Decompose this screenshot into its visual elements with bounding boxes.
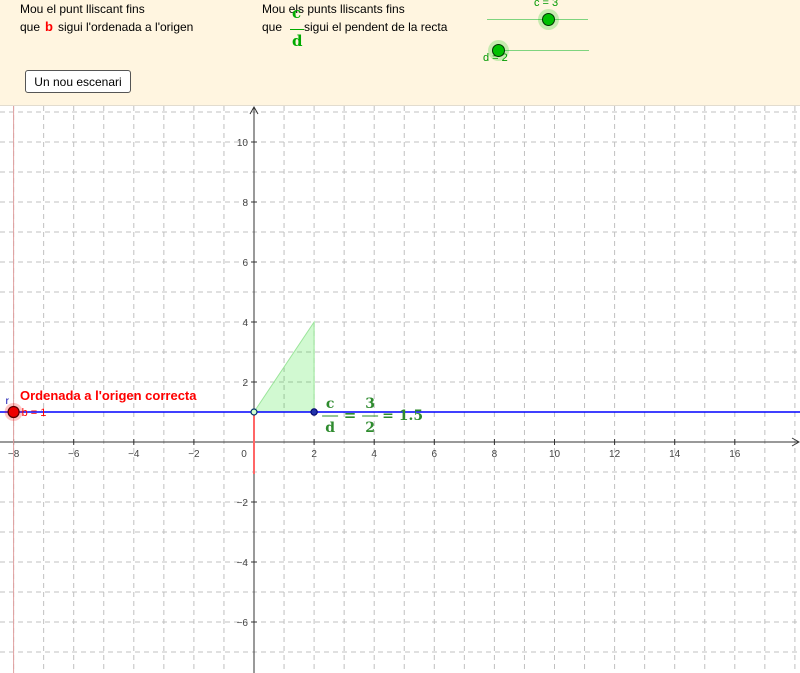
c-over-d-fraction-bar (290, 29, 304, 30)
c-over-d-denominator: d (292, 32, 303, 50)
slider-d-knob[interactable] (492, 44, 505, 57)
x-tick-label: 10 (549, 449, 561, 460)
slider-c-track[interactable] (487, 19, 588, 20)
x-tick-label: 4 (371, 449, 377, 460)
formula-numerator-var: c (326, 396, 335, 412)
y-axis-arrow (249, 106, 259, 115)
cd-instruction-line1: Mou els punts lliscants fins (262, 2, 405, 16)
y-tick-label: 10 (237, 138, 249, 149)
x-tick-label: 8 (492, 449, 498, 460)
b-instruction-que: que (20, 20, 41, 34)
y-tick-label: 2 (242, 378, 248, 389)
b-instruction-line2: sigui l'ordenada a l'origen (58, 20, 194, 34)
b-variable-label: b (45, 19, 53, 34)
y-tick-label: −6 (237, 618, 249, 629)
c-over-d-numerator: c (292, 4, 302, 22)
x-tick-label: −6 (68, 449, 80, 460)
cd-instruction-que: que (262, 20, 283, 34)
x-tick-label: −2 (188, 449, 200, 460)
x-tick-label: −4 (128, 449, 140, 460)
point-r-label: r (6, 396, 10, 407)
run-point[interactable] (310, 408, 318, 416)
new-scenario-button[interactable]: Un nou escenari (25, 70, 131, 93)
x-tick-label: 6 (432, 449, 438, 460)
y-tick-label: 8 (242, 198, 248, 209)
x-axis-arrow (791, 437, 800, 447)
x-tick-label: 0 (241, 449, 247, 460)
formula-denominator-value: 2 (365, 420, 375, 436)
b-instruction-line1: Mou el punt lliscant fins (20, 2, 145, 16)
instructions-panel: Mou el punt lliscant fins que b sigui l'… (0, 0, 800, 106)
formula-denominator-var: d (325, 420, 335, 436)
formula-equals: = (344, 406, 357, 424)
y-tick-label: 4 (242, 318, 248, 329)
x-tick-label: 14 (669, 449, 681, 460)
slider-d-track[interactable] (498, 50, 589, 51)
x-tick-label: 16 (729, 449, 741, 460)
y-tick-label: −4 (237, 558, 249, 569)
feedback-text: Ordenada a l'origen correcta (20, 388, 197, 403)
slider-b[interactable]: b = 1 (4, 403, 47, 421)
formula-numerator-value: 3 (365, 396, 375, 412)
y-tick-label: −2 (237, 498, 249, 509)
y-tick-label: 6 (242, 258, 248, 269)
intercept-point[interactable] (250, 408, 258, 416)
cd-instruction-line2: sigui el pendent de la recta (304, 20, 448, 34)
x-tick-label: 12 (609, 449, 621, 460)
slider-c-knob[interactable] (542, 13, 555, 26)
slider-c-label: c = 3 (534, 0, 559, 9)
slope-formula: cd = 3 2 = 1.5 (322, 396, 423, 436)
slider-b-knob[interactable] (7, 405, 20, 419)
x-tick-label: 2 (311, 449, 317, 460)
slider-b-label: b = 1 (22, 407, 47, 419)
formula-result: = 1.5 (382, 408, 423, 424)
